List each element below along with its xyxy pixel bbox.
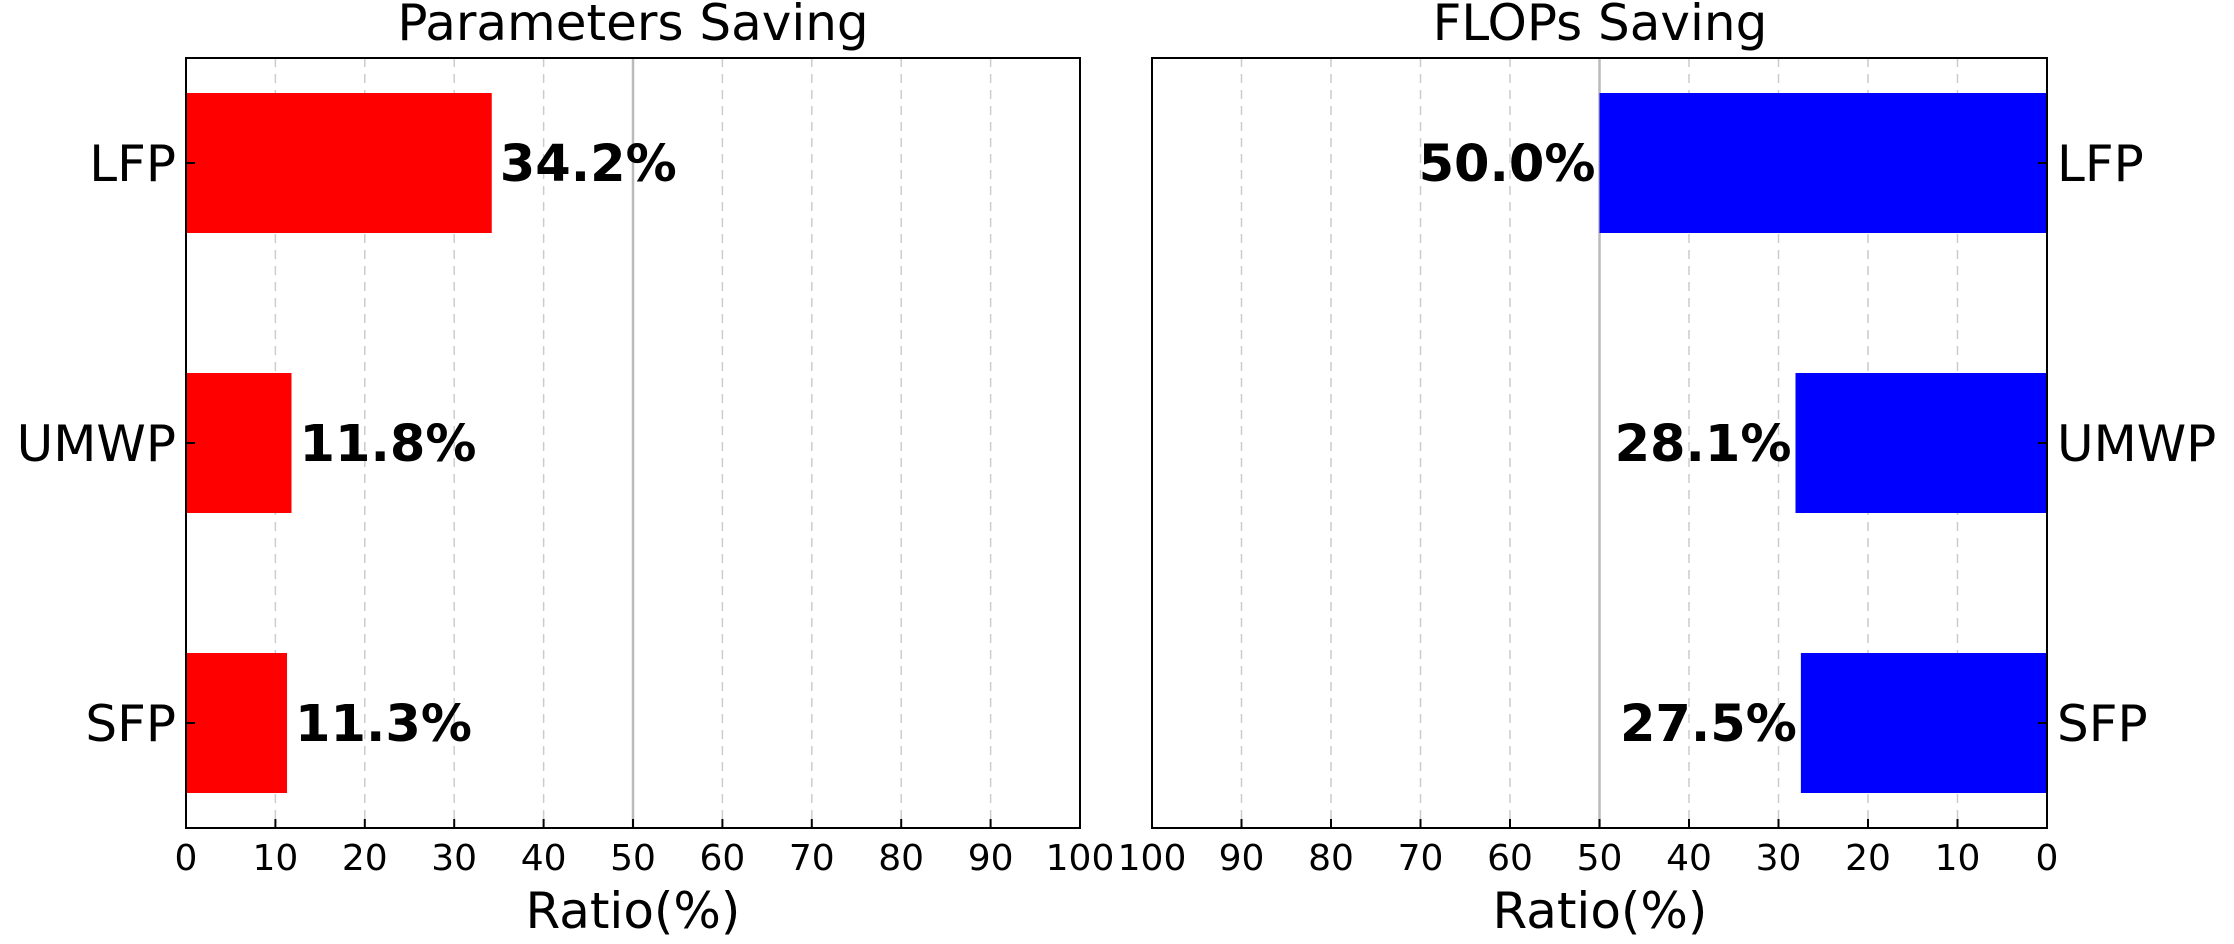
x-tick-label: 70 [789, 838, 835, 879]
x-axis-label: Ratio(%) [526, 882, 741, 940]
x-tick-label: 30 [1756, 838, 1802, 879]
value-labels: 50.0% 28.1% 27.5% [1419, 135, 1797, 754]
x-tick-label: 10 [252, 838, 298, 879]
bar-lfp [1599, 93, 2047, 233]
category-label: UMWP [2057, 415, 2216, 473]
x-tick-label: 50 [610, 838, 656, 879]
x-tick-label: 90 [1219, 838, 1265, 879]
bar-sfp [1800, 653, 2047, 793]
bar-sfp [186, 653, 288, 793]
category-label: UMWP [17, 415, 176, 473]
x-axis-ticks: 0 10 20 30 40 50 60 70 80 90 100 [1118, 819, 2059, 879]
category-label: SFP [2057, 695, 2148, 753]
category-labels: LFP UMWP SFP [17, 135, 195, 753]
bar-lfp [186, 93, 492, 233]
x-tick-label: 60 [1487, 838, 1533, 879]
x-tick-label: 90 [968, 838, 1014, 879]
bars [186, 93, 492, 793]
x-tick-label: 0 [175, 838, 198, 879]
value-label: 28.1% [1615, 415, 1792, 474]
x-tick-label: 50 [1577, 838, 1623, 879]
value-label: 50.0% [1419, 135, 1596, 194]
category-label: LFP [2057, 135, 2144, 193]
value-label: 11.8% [299, 415, 476, 474]
x-axis-label: Ratio(%) [1493, 882, 1708, 940]
category-label: LFP [89, 135, 176, 193]
value-label: 34.2% [500, 135, 677, 194]
category-label: SFP [85, 695, 176, 753]
x-tick-label: 80 [1308, 838, 1354, 879]
x-tick-label: 20 [342, 838, 388, 879]
x-tick-label: 30 [431, 838, 477, 879]
value-labels: 34.2% 11.8% 11.3% [295, 135, 677, 754]
x-tick-label: 10 [1935, 838, 1981, 879]
chart-title: Parameters Saving [397, 0, 868, 52]
category-labels: LFP UMWP SFP [2038, 135, 2216, 753]
bar-umwp [186, 373, 292, 513]
chart-title: FLOPs Saving [1433, 0, 1768, 52]
x-tick-label: 80 [878, 838, 924, 879]
x-tick-label: 40 [1666, 838, 1712, 879]
bars [1599, 93, 2047, 793]
x-tick-label: 20 [1845, 838, 1891, 879]
x-tick-label: 40 [521, 838, 567, 879]
x-tick-label: 60 [699, 838, 745, 879]
x-tick-label: 100 [1118, 838, 1187, 879]
x-tick-label: 0 [2036, 838, 2059, 879]
value-label: 27.5% [1620, 695, 1797, 754]
flops-saving-panel: FLOPs Saving 0 10 20 30 40 50 60 70 80 90 100 LFP U… [1118, 0, 2217, 940]
x-tick-label: 100 [1046, 838, 1115, 879]
parameters-saving-panel: Parameters Saving 0 10 20 30 40 50 60 70 80 90 100… [17, 0, 1115, 940]
value-label: 11.3% [295, 695, 472, 754]
bar-umwp [1795, 373, 2047, 513]
x-axis-ticks: 0 10 20 30 40 50 60 70 80 90 100 [175, 819, 1115, 879]
x-tick-label: 70 [1398, 838, 1444, 879]
